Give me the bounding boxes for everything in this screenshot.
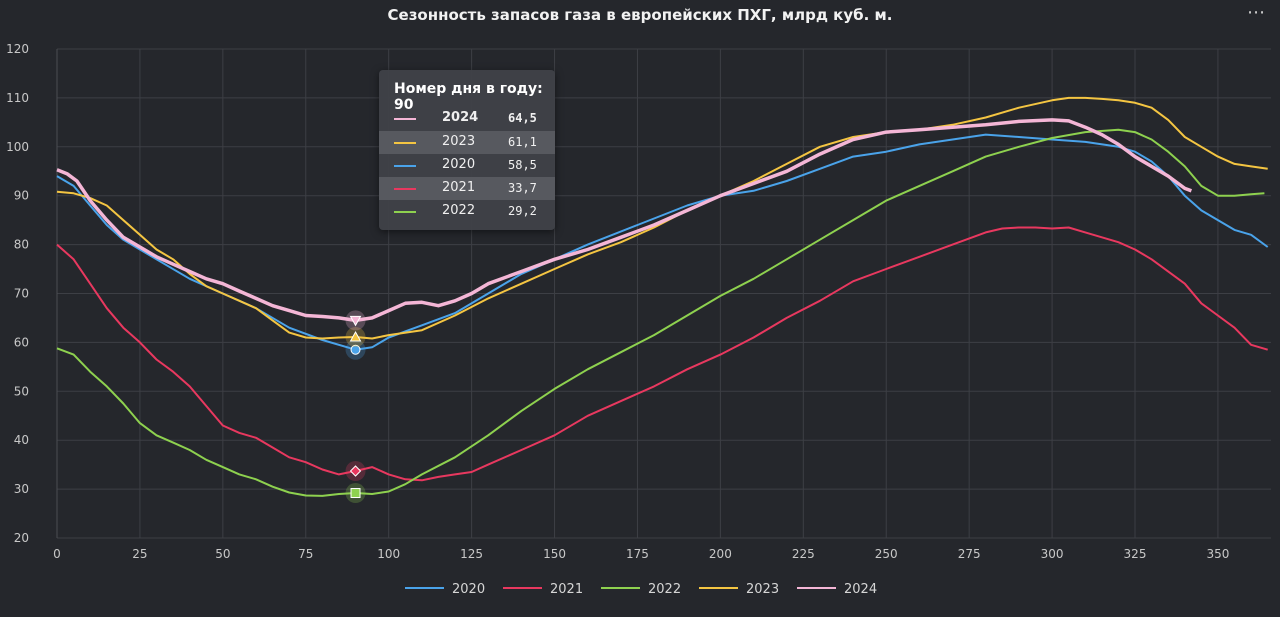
x-tick-label: 100	[377, 547, 400, 561]
tooltip-value: 29,2	[508, 204, 537, 218]
legend-label: 2020	[452, 582, 485, 597]
tooltip-row: 2023 61,1	[379, 131, 555, 154]
tooltip-value: 64,5	[508, 111, 537, 125]
tooltip-line-swatch	[394, 118, 416, 120]
x-tick-label: 0	[53, 547, 61, 561]
y-tick-label: 100	[6, 140, 29, 154]
marker-2020	[350, 344, 361, 355]
tooltip-year: 2022	[442, 203, 476, 218]
y-tick-label: 80	[14, 238, 29, 252]
legend-label: 2022	[648, 582, 681, 597]
y-tick-label: 30	[14, 482, 29, 496]
tooltip-line-swatch	[394, 211, 416, 213]
y-tick-label: 70	[14, 287, 29, 301]
x-tick-label: 275	[958, 547, 981, 561]
x-tick-label: 225	[792, 547, 815, 561]
tooltip-row: 2022 29,2	[379, 200, 555, 223]
x-tick-label: 175	[626, 547, 649, 561]
marker-2021	[349, 465, 362, 477]
x-tick-label: 250	[875, 547, 898, 561]
y-tick-label: 110	[6, 91, 29, 105]
marker-2024	[349, 315, 362, 327]
legend: 2020 2021 2022 2023 2024	[405, 582, 877, 597]
tooltip-line-swatch	[394, 188, 416, 190]
legend-item-2023[interactable]: 2023	[699, 582, 779, 597]
legend-label: 2021	[550, 582, 583, 597]
tooltip-value: 33,7	[508, 181, 537, 195]
legend-item-2020[interactable]: 2020	[405, 582, 485, 597]
x-tick-label: 25	[132, 547, 147, 561]
y-tick-label: 120	[6, 42, 29, 56]
legend-label: 2024	[844, 582, 877, 597]
x-tick-label: 200	[709, 547, 732, 561]
tooltip-year: 2021	[442, 180, 476, 195]
tooltip-value: 61,1	[508, 135, 537, 149]
chart-title: Сезонность запасов газа в европейских ПХ…	[387, 6, 893, 24]
x-tick-label: 125	[460, 547, 483, 561]
marker-2023	[349, 330, 362, 342]
tooltip-line-swatch	[394, 142, 416, 144]
tooltip-row: 2020 58,5	[379, 154, 555, 177]
highlight-markers	[345, 310, 366, 504]
tooltip-line-swatch	[394, 165, 416, 167]
axis-labels: 20 30 40 50 60 70 80 90 100 110 120 0 25 50 75 100 125 15…	[6, 42, 1229, 561]
tooltip-title: Номер дня в году: 90	[394, 81, 543, 113]
y-tick-label: 60	[14, 335, 29, 349]
x-tick-label: 350	[1206, 547, 1229, 561]
series-line-2020	[56, 133, 1269, 351]
x-tick-label: 325	[1124, 547, 1147, 561]
tooltip-year: 2020	[442, 157, 476, 172]
x-tick-label: 300	[1041, 547, 1064, 561]
tooltip-row: 2024 64,5	[379, 107, 555, 130]
tooltip-row: 2021 33,7	[379, 177, 555, 200]
x-tick-label: 50	[215, 547, 230, 561]
tooltip-year: 2023	[442, 134, 476, 149]
marker-2022	[350, 488, 361, 499]
y-tick-label: 20	[14, 531, 29, 545]
legend-item-2021[interactable]: 2021	[503, 582, 583, 597]
legend-item-2024[interactable]: 2024	[797, 582, 877, 597]
series-line-2023	[56, 96, 1268, 340]
chart-menu-icon[interactable]: ⋯	[1247, 2, 1266, 23]
y-tick-label: 50	[14, 384, 29, 398]
y-tick-label: 40	[14, 433, 29, 447]
series-line-2021	[56, 226, 1268, 482]
x-tick-label: 150	[543, 547, 566, 561]
tooltip-year: 2024	[442, 110, 479, 125]
tooltip-value: 58,5	[508, 158, 537, 172]
legend-label: 2023	[746, 582, 779, 597]
y-tick-label: 90	[14, 189, 29, 203]
tooltip: Номер дня в году: 90 2024 64,5 2023 61,1…	[379, 70, 555, 230]
x-tick-label: 75	[298, 547, 313, 561]
series-line-2024	[56, 118, 1192, 323]
series-lines	[56, 96, 1269, 497]
legend-item-2022[interactable]: 2022	[601, 582, 681, 597]
grid-layer	[56, 48, 1271, 539]
series-line-2022	[56, 128, 1265, 497]
